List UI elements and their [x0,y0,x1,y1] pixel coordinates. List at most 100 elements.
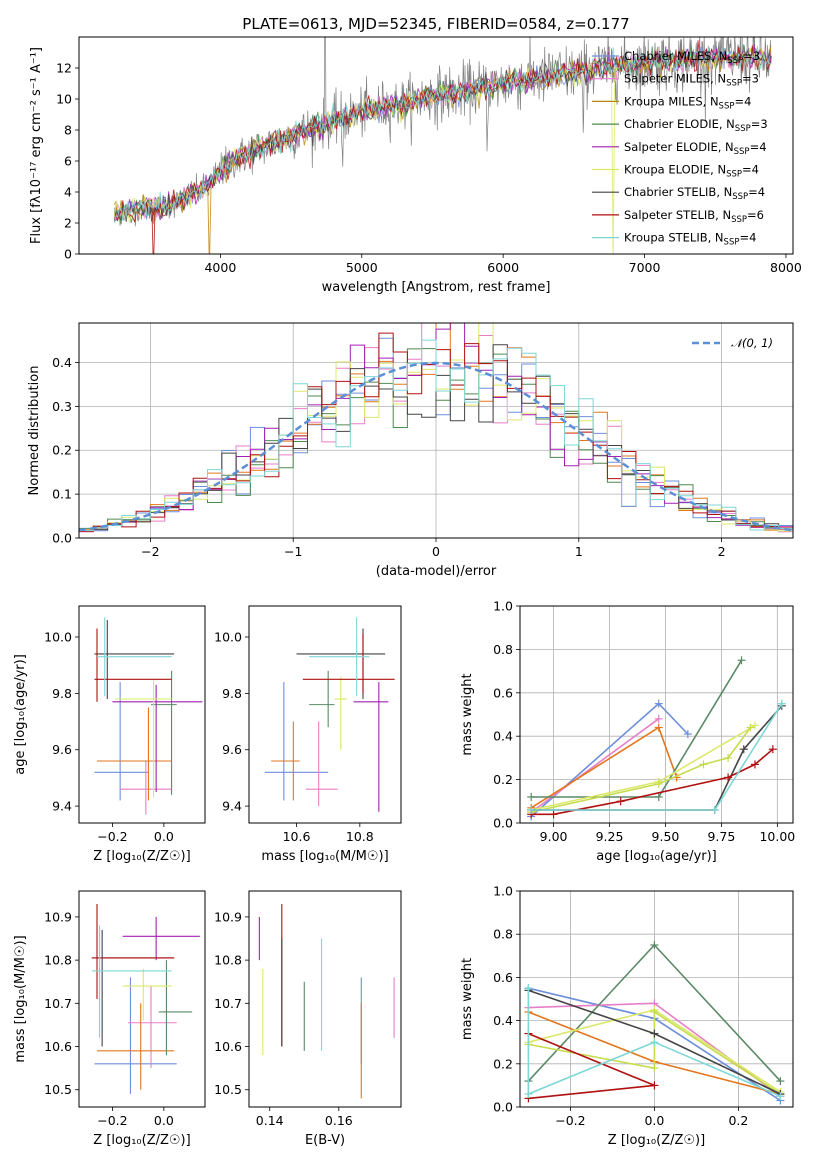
x-tick-label: −0.2 [555,1113,585,1128]
weight-vs-Z-panel: −0.2 0.0 0.2 0.0 0.2 0.4 0.6 0.8 1.0 Z [log₁₀(Z/Z… [460,884,794,1148]
error-bar-point [97,617,172,697]
y-tick-label: 9.6 [52,742,72,757]
weight-line [531,705,783,811]
plus-marker [724,773,733,782]
y-tick-label: 0.4 [52,355,72,370]
legend-entry: Kroupa MILES, NSSP=4 [624,94,751,111]
plus-marker [650,1029,659,1038]
legend-entry: Salpeter MILES, NSSP=3 [624,72,759,89]
error-bar-point [94,977,177,1095]
plus-marker [654,714,663,723]
error-bar-point [97,1003,175,1090]
spectrum-title: PLATE=0613, MJD=52345, FIBERID=0584, z=0… [242,15,629,33]
y-axis-label: mass weight [460,673,475,755]
error-bar-point [158,960,193,1056]
y-tick-label: 10.5 [214,1082,242,1097]
x-tick-label: 10.8 [346,829,374,844]
y-tick-label: 10.6 [214,1039,242,1054]
y-tick-label: 0.0 [493,1100,513,1115]
plus-marker [776,1092,785,1101]
age-vs-Z-panel: −0.2 0.0 9.4 9.6 9.8 10.0 Z [log₁₀(Z/Z☉)] age [… [13,605,206,864]
y-tick-label: 2 [64,216,72,231]
x-tick-label: −0.2 [97,829,127,844]
model-fit-line [113,45,772,223]
axes-frame [248,890,402,1108]
plus-marker [650,1038,659,1047]
y-tick-label: 0.3 [52,399,72,414]
y-tick-label: 6 [64,154,72,169]
error-bar-point [97,707,172,801]
plus-marker [654,792,663,801]
y-tick-label: 10.9 [44,909,72,924]
x-tick-label: 6000 [487,260,519,275]
y-tick-label: 0.0 [493,816,513,831]
legend-entry: Kroupa STELIB, NSSP=4 [624,231,756,248]
y-tick-label: 10.9 [214,909,242,924]
plus-marker [616,797,625,806]
gaussian-curve [79,361,793,532]
error-bar-point [91,925,172,1038]
plus-marker [527,792,536,801]
x-tick-label: −1 [284,544,302,559]
error-bar-point [309,617,370,697]
plot-area [258,903,395,1099]
plus-marker [750,760,759,769]
plus-marker [654,699,663,708]
y-tick-label: 10.6 [44,1039,72,1054]
plus-marker [710,805,719,814]
y-tick-label: 1.0 [493,599,513,614]
legend-entry: Chabrier STELIB, NSSP=4 [624,185,765,202]
weight-line [527,988,781,1097]
axes-frame [78,36,794,255]
axes-frame [78,890,206,1108]
plot-area [91,903,200,1095]
y-axis-label: age [log₁₀(age/yr)] [13,654,28,775]
plus-marker [524,984,533,993]
plot-area [527,656,786,821]
x-tick-label: 7000 [629,260,661,275]
y-tick-label: 0.8 [493,642,513,657]
mass-vs-Z-panel: −0.2 0.0 10.5 10.6 10.7 10.8 10.9 Z [log₁₀(Z/Z☉… [13,890,206,1148]
x-tick-label: 0.0 [644,1113,664,1128]
plus-marker [527,805,536,814]
plus-marker [777,699,786,708]
plus-marker [739,745,748,754]
legend-entry: 𝒩(0, 1) [731,336,773,350]
error-bar-point [264,682,329,801]
error-bar-point [122,916,200,961]
weight-vs-age-panel: 9.00 9.25 9.50 9.75 10.00 0.0 0.2 0.4 0.6 0.8 1.0 a… [460,599,795,865]
error-bar-point [94,620,175,699]
y-tick-label: 9.4 [222,799,242,814]
y-tick-label: 10.0 [44,630,72,645]
plus-marker [768,745,777,754]
y-tick-label: 0.2 [493,1056,513,1071]
y-tick-label: 0.4 [493,729,513,744]
x-tick-label: 9.75 [707,829,735,844]
x-axis-label: (data-model)/error [376,564,497,579]
y-tick-label: 0.2 [52,443,72,458]
error-bar-point [94,628,172,702]
error-bar-point [353,682,389,812]
axes-frame [519,605,794,824]
y-tick-label: 1.0 [493,884,513,899]
plus-marker [737,656,746,665]
weight-line [531,727,752,813]
error-bar-point [127,986,177,1069]
y-tick-label: 0.2 [493,772,513,787]
error-bar-point [94,682,149,801]
axes-frame [78,322,794,539]
y-axis-label: mass weight [460,958,475,1040]
x-tick-label: 0.2 [728,1113,748,1128]
y-axis-label: mass [log₁₀(M/M☉)] [13,935,28,1062]
axes-frame [78,605,206,824]
y-tick-label: 9.6 [222,742,242,757]
error-bar-point [112,684,203,792]
legend-entry: Kroupa ELODIE, NSSP=4 [624,163,759,180]
error-bar-point [334,676,348,750]
residuals-panel: −2 −1 0 1 2 0.0 0.1 0.2 0.3 0.4 (data-model)/error… [27,322,794,579]
x-axis-label: E(B-V) [305,1133,345,1148]
residual-histogram [79,339,793,532]
plot-area [79,323,793,533]
plot-area [264,617,395,812]
